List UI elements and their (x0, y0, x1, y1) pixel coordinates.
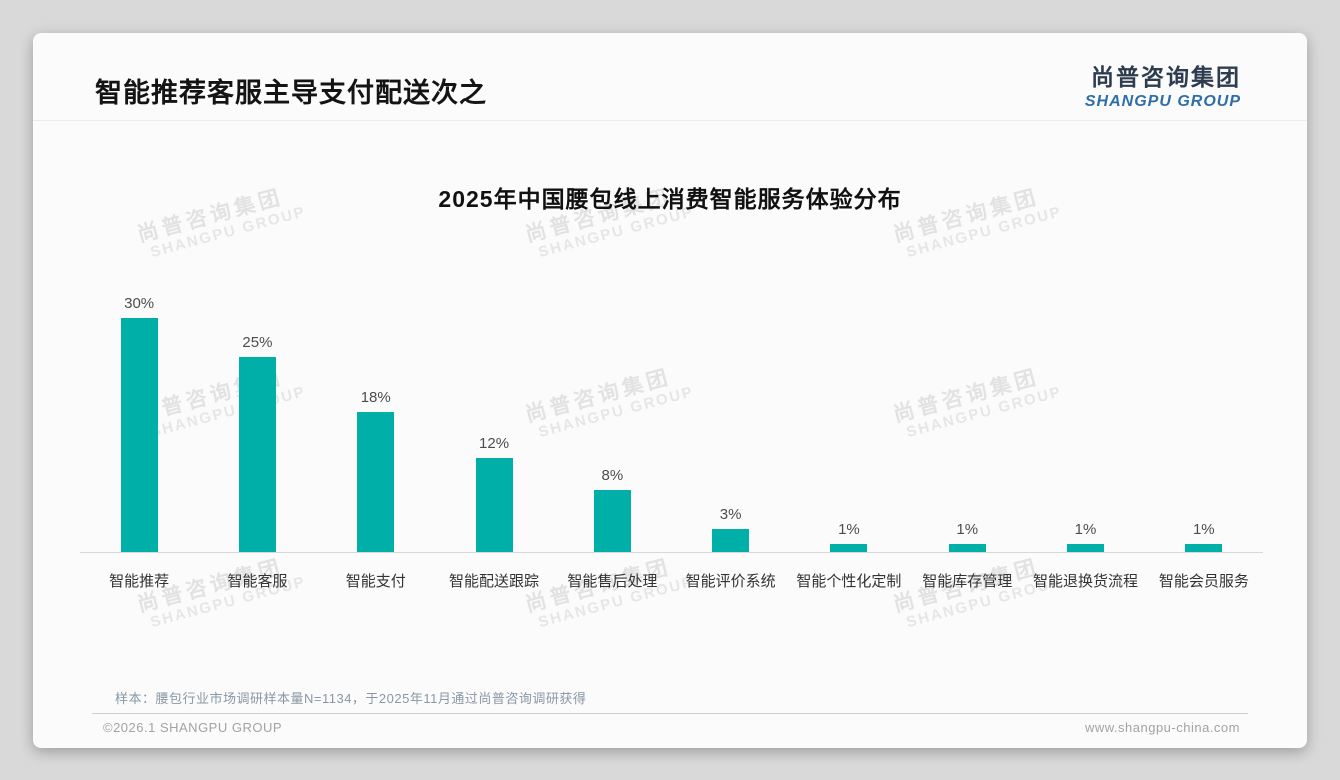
bar-value-label: 25% (242, 334, 273, 351)
bar-slot: 30% (80, 293, 198, 552)
bar (1067, 544, 1105, 552)
bar (948, 544, 986, 552)
bar-value-label: 1% (1074, 521, 1097, 538)
page-title: 智能推荐客服主导支付配送次之 (95, 78, 487, 108)
bar (830, 544, 868, 552)
logo-english-name: SHANGPU GROUP (1084, 93, 1241, 110)
bar-value-label: 3% (719, 506, 742, 523)
bar-value-label: 1% (956, 521, 979, 538)
bar-chart-plot: 30% 25% 18% 12% 8% 3% 1% 1% 1% 1% (80, 293, 1263, 553)
company-logo: 尚普咨询集团 SHANGPU GROUP (1085, 58, 1241, 111)
copyright-text: ©2026.1 SHANGPU GROUP (103, 720, 283, 735)
chart-title: 2025年中国腰包线上消费智能服务体验分布 (438, 186, 902, 212)
bar-slot: 1% (1026, 293, 1144, 552)
report-slide-card: 尚普咨询集团 SHANGPU GROUP 尚普咨询集团 SHANGPU GROUP 尚普… (33, 33, 1307, 748)
category-label: 智能会员服务 (1158, 573, 1249, 590)
bar-slot: 8% (553, 293, 671, 552)
bar-slot: 12% (435, 293, 553, 552)
logo-chinese-name: 尚普咨询集团 (1091, 64, 1241, 90)
bar (238, 357, 276, 552)
bar-value-label: 12% (479, 435, 510, 452)
bar-value-label: 1% (1192, 521, 1215, 538)
bar-value-label: 8% (601, 467, 624, 484)
bar (475, 458, 513, 552)
bar-slot: 18% (317, 293, 435, 552)
bar (1185, 544, 1223, 552)
category-label: 智能退换货流程 (1033, 573, 1139, 590)
category-label: 智能个性化定制 (796, 573, 902, 590)
bar-value-label: 18% (360, 389, 391, 406)
footer-divider (92, 713, 1248, 714)
bar-slot: 3% (671, 293, 789, 552)
category-label: 智能库存管理 (922, 573, 1013, 590)
bar-chart-category-axis: 智能推荐 智能客服 智能支付 智能配送跟踪 智能售后处理 智能评价系统 智能个性化定制 智能库… (80, 554, 1263, 591)
category-label: 智能支付 (345, 573, 406, 590)
sample-footnote: 样本：腰包行业市场调研样本量N=1134，于2025年11月通过尚普咨询调研获得 (115, 691, 587, 706)
category-label: 智能推荐 (109, 573, 170, 590)
header-divider (33, 120, 1307, 121)
bar (593, 490, 631, 552)
bar-value-label: 1% (838, 521, 860, 538)
bar-slot: 1% (1145, 293, 1263, 552)
category-label: 智能客服 (227, 573, 288, 590)
bar (120, 318, 158, 552)
bar-value-label: 30% (124, 295, 155, 312)
bar-slot: 1% (908, 293, 1026, 552)
footer: ©2026.1 SHANGPU GROUP www.shangpu-china.… (103, 720, 1240, 735)
bar-slot: 1% (790, 293, 908, 552)
category-label: 智能售后处理 (567, 573, 658, 590)
website-url: www.shangpu-china.com (1084, 720, 1240, 735)
bar (357, 412, 395, 552)
category-label: 智能评价系统 (685, 573, 776, 590)
bar-slot: 25% (198, 293, 316, 552)
bar (712, 529, 750, 552)
category-label: 智能配送跟踪 (449, 573, 540, 590)
